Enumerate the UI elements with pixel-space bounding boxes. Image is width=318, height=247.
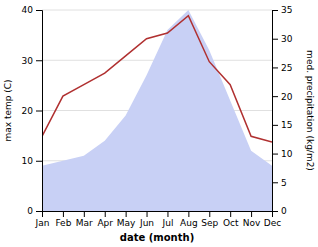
tick-mark: [188, 211, 189, 217]
tick: 15: [272, 120, 292, 130]
tick-mark: [272, 154, 278, 155]
tick-label: 5: [281, 178, 287, 188]
tick-mark: [251, 211, 252, 217]
tick-label: 20: [22, 106, 34, 116]
tick-label: Aug: [180, 218, 198, 228]
tick: 20: [22, 106, 42, 116]
tick-label: Mar: [76, 218, 93, 228]
tick-label: Jul: [162, 218, 174, 228]
tick-mark: [36, 111, 42, 112]
tick-mark: [272, 182, 278, 183]
tick: 0: [272, 206, 287, 216]
tick-label: Dec: [264, 218, 281, 228]
y-axis: 0 10 20 30 40: [22, 5, 43, 216]
tick-mark: [272, 67, 278, 68]
tick-label: 30: [281, 34, 293, 44]
tick-mark: [272, 96, 278, 97]
x-axis-title: date (month): [120, 232, 194, 243]
grid: [42, 10, 272, 211]
x-axis: Jan Feb Mar Apr MayJun Jul AugSep Oct NovDec: [35, 211, 282, 228]
y-axis-title: max temp (C): [3, 79, 13, 141]
tick-mark: [230, 211, 231, 217]
tick: Nov: [243, 211, 261, 228]
tick: 25: [272, 63, 292, 73]
tick-label: Jun: [139, 218, 154, 228]
tick-label: Jan: [35, 218, 50, 228]
axis-line: [43, 212, 273, 218]
tick: Jan: [35, 211, 50, 228]
tick-label: 10: [22, 156, 34, 166]
tick: 10: [22, 156, 42, 166]
line: [42, 16, 272, 142]
tick: 40: [22, 5, 42, 15]
tick-mark: [36, 10, 42, 11]
tick-mark: [36, 60, 42, 61]
tick-label: 15: [281, 120, 292, 130]
area: [42, 10, 272, 211]
tick-label: 35: [281, 5, 292, 15]
tick-mark: [105, 211, 106, 217]
tick: 30: [272, 34, 293, 44]
tick-label: 10: [281, 149, 293, 159]
tick: Aug: [180, 211, 198, 228]
tick-label: Nov: [243, 218, 261, 228]
chart: JanFebMarAprMayJunJulAugSepOctNovDec0102…: [0, 0, 318, 247]
tick-label: Sep: [201, 218, 218, 228]
tick-label: 25: [281, 63, 292, 73]
axis-line: [273, 11, 279, 212]
tick: 20: [272, 92, 293, 102]
tick-label: May: [117, 218, 136, 228]
tick-mark: [272, 211, 278, 212]
plot: JanFebMarAprMayJunJulAugSepOctNovDec0102…: [22, 5, 293, 228]
tick: Feb: [55, 211, 71, 228]
tick: Sep: [201, 211, 218, 228]
tick-label: 30: [22, 56, 34, 66]
tick-label: Feb: [55, 218, 71, 228]
tick: Oct: [223, 211, 239, 228]
tick-label: Apr: [97, 218, 113, 228]
tick-mark: [84, 211, 85, 217]
marks: [42, 10, 272, 211]
tick-mark: [272, 10, 278, 11]
tick: 35: [272, 5, 292, 15]
tick: May: [117, 211, 136, 228]
tick: Mar: [76, 211, 93, 228]
grid-line: [42, 10, 272, 11]
tick: 0: [27, 206, 42, 216]
tick: Dec: [264, 211, 281, 228]
tick-label: 0: [27, 206, 33, 216]
tick: Jul: [162, 211, 174, 228]
y2-axis: 0 5 10 15 20 25 30 35: [272, 5, 293, 216]
tick: 10: [272, 149, 293, 159]
tick-mark: [167, 211, 168, 217]
axis-line: [36, 11, 43, 212]
tick-mark: [126, 211, 127, 217]
tick: Apr: [97, 211, 113, 228]
tick-mark: [36, 161, 42, 162]
tick-mark: [272, 39, 278, 40]
tick-mark: [63, 211, 64, 217]
tick: 5: [272, 178, 287, 188]
tick-mark: [36, 211, 42, 212]
y2-axis-title: med. precipitation (kg/m2): [305, 50, 315, 171]
tick: 30: [22, 56, 42, 66]
tick-mark: [209, 211, 210, 217]
tick-label: Oct: [223, 218, 239, 228]
tick: Jun: [139, 211, 154, 228]
tick-mark: [147, 211, 148, 217]
tick-label: 40: [22, 5, 34, 15]
tick-label: 0: [281, 206, 287, 216]
tick-mark: [272, 125, 278, 126]
tick-label: 20: [281, 92, 293, 102]
